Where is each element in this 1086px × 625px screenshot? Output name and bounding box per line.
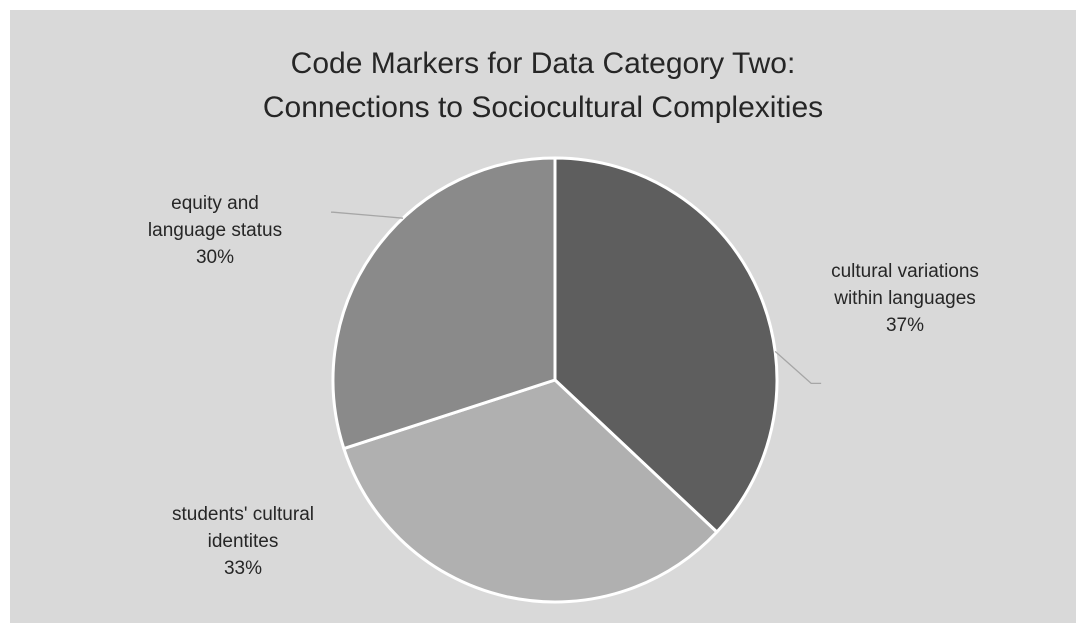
pie-slice-cultural-variations xyxy=(553,156,779,534)
data-label-name-line: cultural variations xyxy=(831,261,979,282)
pie-slice-students-cultural-identities xyxy=(342,378,719,604)
leader-line-cultural-variations xyxy=(774,350,822,384)
data-label-name-line: students' cultural xyxy=(172,504,314,525)
chart-title-line-2: Connections to Sociocultural Complexitie… xyxy=(262,91,824,124)
chart-area: Code Markers for Data Category Two: Conn… xyxy=(10,10,1076,623)
data-label-students-cultural-identities: students' cultural identites 33% xyxy=(118,501,368,582)
data-label-percent: 33% xyxy=(223,558,263,579)
chart-title-line-1: Code Markers for Data Category Two: xyxy=(290,47,796,80)
data-label-percent: 30% xyxy=(195,247,235,268)
pie-slice-equity-language-status xyxy=(331,156,557,451)
data-label-percent: 37% xyxy=(885,315,925,336)
data-label-name-line: identites xyxy=(207,531,279,552)
chart-title: Code Markers for Data Category Two: Conn… xyxy=(10,42,1076,130)
data-label-name-line: within languages xyxy=(834,288,976,309)
data-label-name-line: language status xyxy=(147,220,283,241)
pie-chart xyxy=(331,156,822,604)
leader-lines xyxy=(331,211,822,384)
leader-line-equity-language-status xyxy=(331,211,404,219)
data-label-equity-language-status: equity and language status 30% xyxy=(110,190,320,271)
data-label-cultural-variations: cultural variations within languages 37% xyxy=(780,258,1030,339)
pie-slices xyxy=(331,156,779,604)
data-label-name-line: equity and xyxy=(171,193,259,214)
